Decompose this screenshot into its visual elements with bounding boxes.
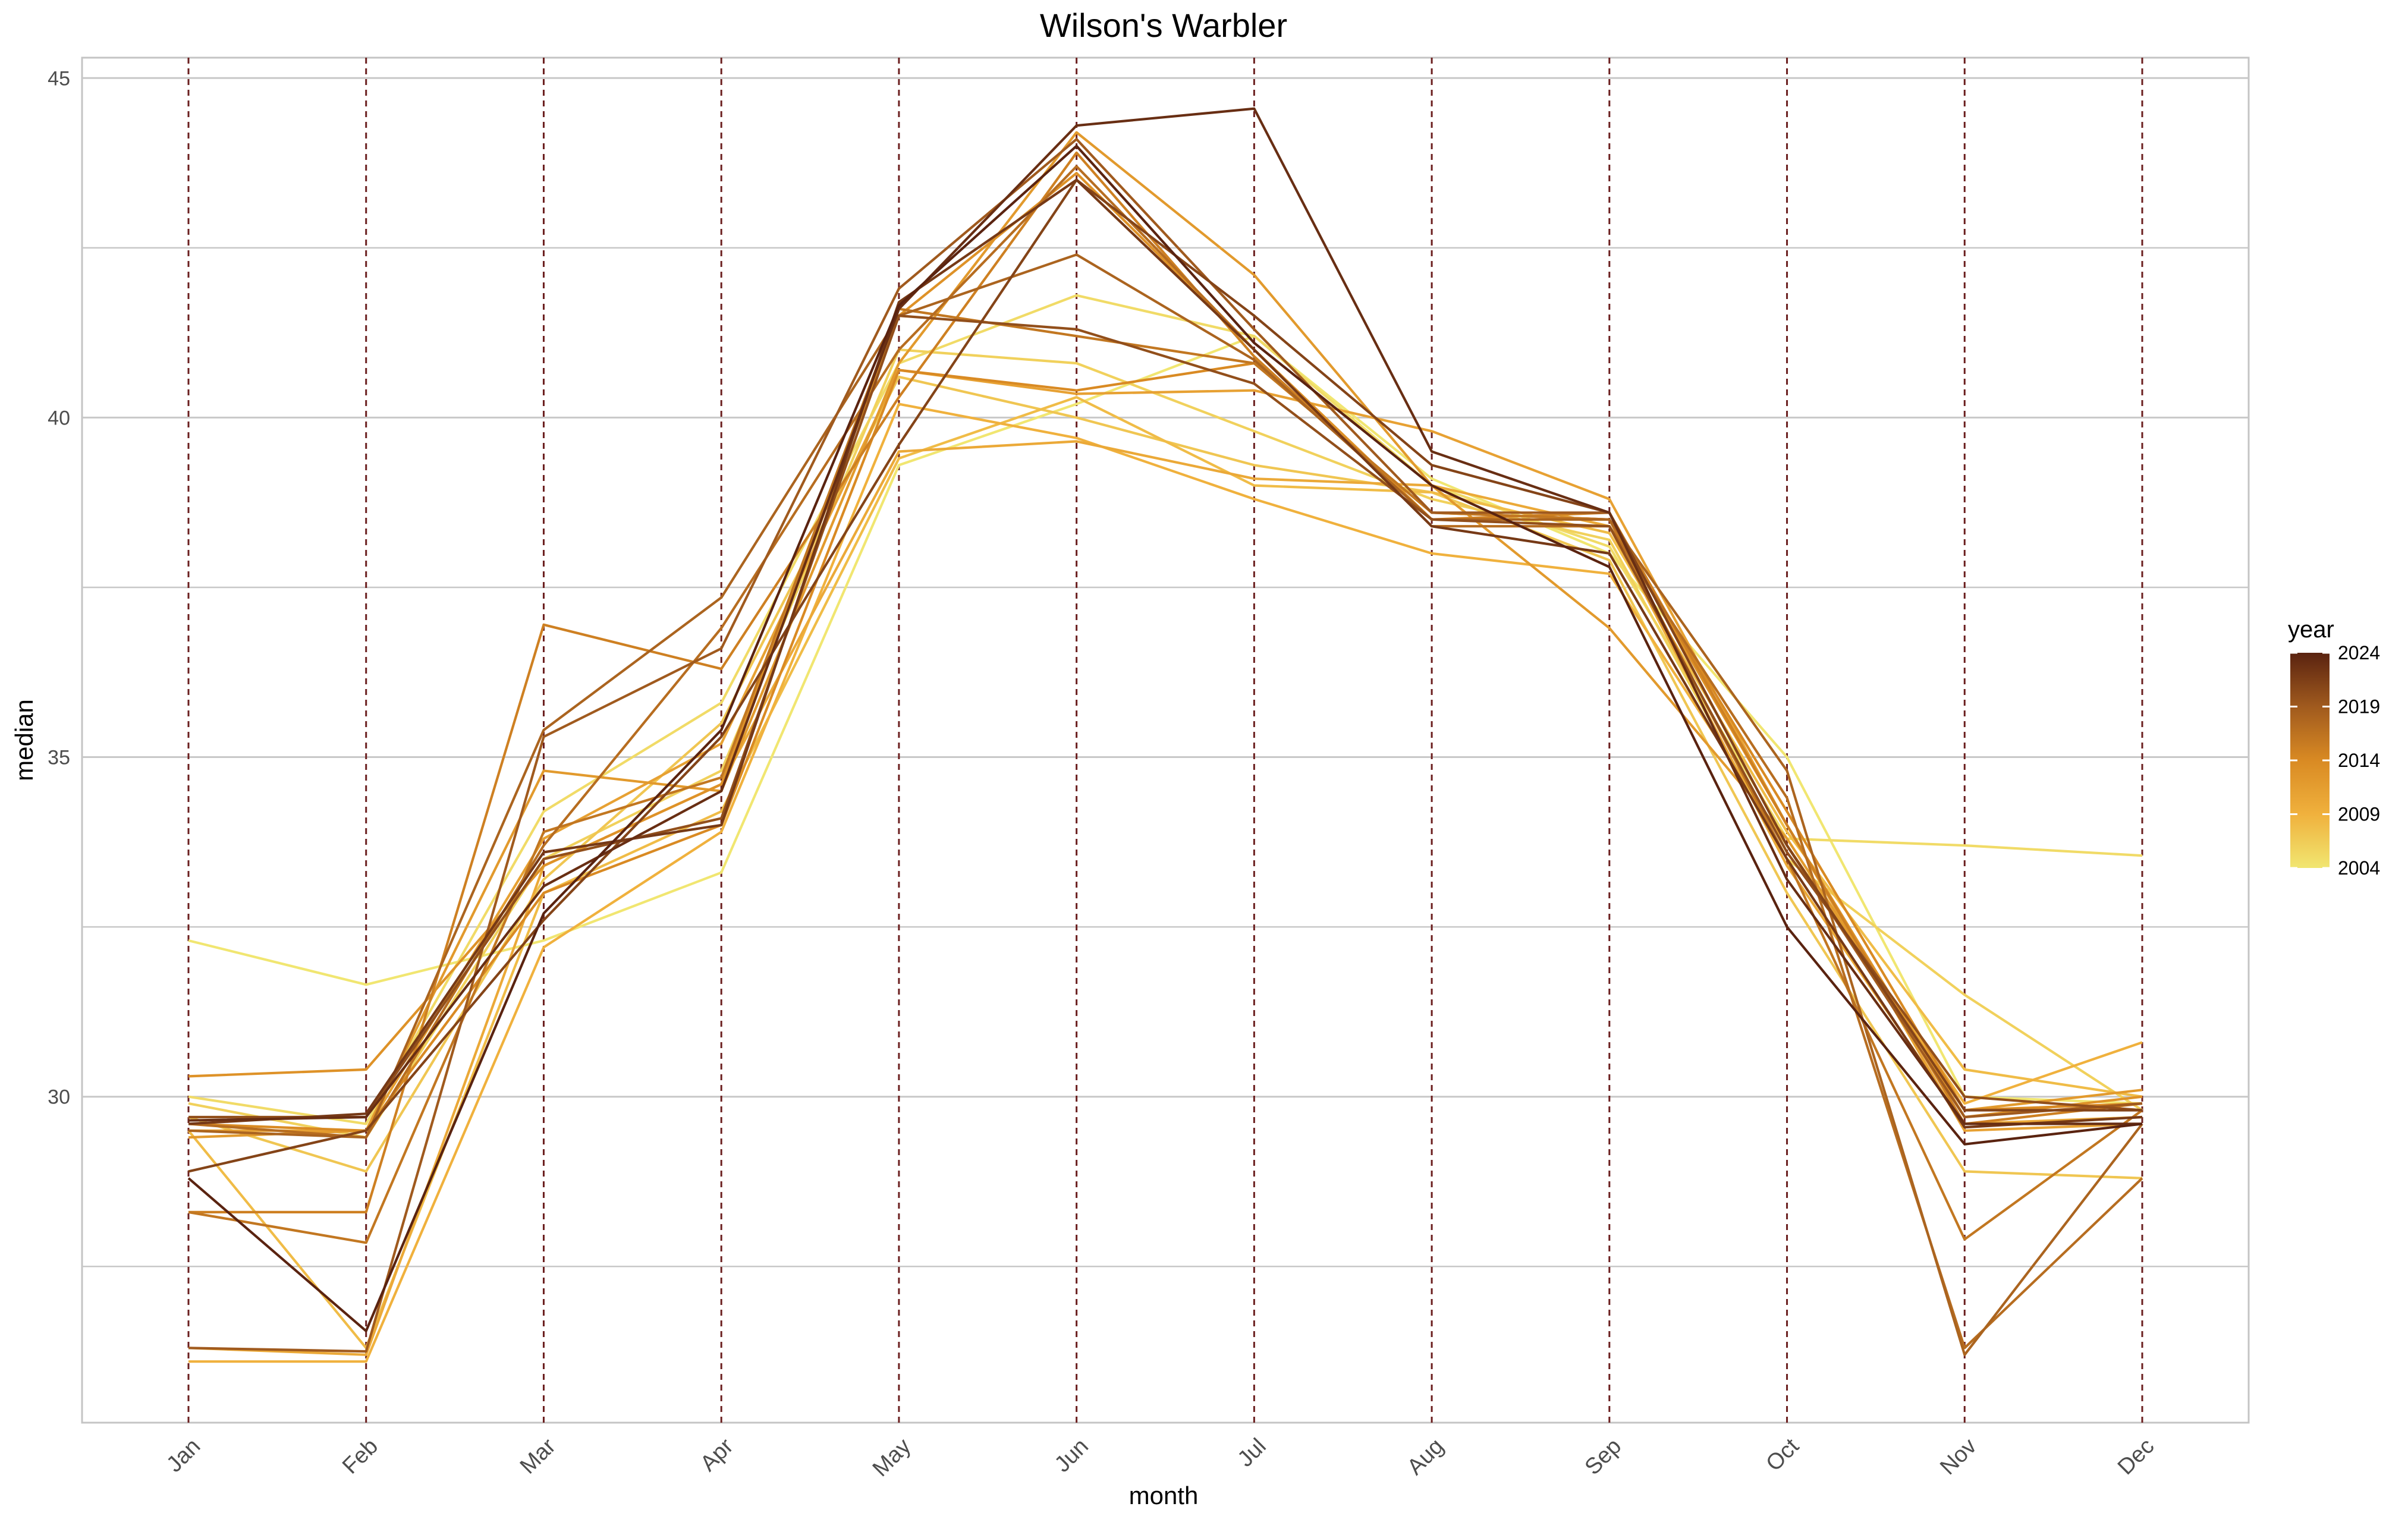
legend-tick-label: 2004 [2338,857,2380,879]
series-line-2023 [188,107,2142,1125]
series-line-2018 [188,253,2143,1356]
series-line-2020 [188,314,2143,1119]
x-tick-label: Dec [2113,1434,2159,1480]
y-tick-label: 45 [48,67,70,90]
chart-title: Wilson's Warbler [1040,7,1287,44]
x-tick-label: Mar [515,1433,561,1479]
y-tick-label: 35 [48,747,70,769]
x-tick-label: Aug [1403,1434,1449,1480]
x-tick-label: Sep [1580,1434,1627,1480]
legend-tick-label: 2019 [2338,696,2380,718]
x-axis-label: month [1129,1482,1199,1509]
y-tick-label: 30 [48,1086,70,1109]
x-tick-label: Jun [1050,1434,1093,1477]
series-line-2005 [188,294,2143,1125]
legend-tick-label: 2009 [2338,804,2380,825]
y-axis-label: median [10,699,38,781]
x-tick-label: Oct [1761,1433,1804,1476]
legend-tick-label: 2014 [2338,750,2380,771]
x-tick-label: Feb [338,1434,383,1479]
x-tick-label: Jan [162,1434,205,1477]
month-divider-lines [187,58,2143,1423]
legend-ticks: 2024 2019 2014 2009 2004 [2290,642,2380,879]
gridlines [82,77,2249,1267]
series-line-2021 [188,178,2142,1173]
legend: year 2024 2019 2014 2009 2004 [2288,617,2380,879]
series-line-2024 [187,144,2143,1332]
series-line-2022 [188,178,2143,1129]
y-tick-label: 40 [48,407,70,429]
plot-panel [81,56,2250,1424]
legend-title: year [2288,617,2334,643]
series-line-2010 [188,440,2143,1356]
series-line-2014 [188,361,2143,1132]
x-axis-ticks: Jan Feb Mar Apr May Jun Jul Aug Sep Oct Nov Dec [162,1433,2159,1482]
series-line-2012 [188,131,2143,1139]
x-tick-label: May [868,1434,916,1482]
y-axis-ticks: 30 35 40 45 [48,67,70,1108]
series-line-2015 [188,151,2143,1214]
series-lines [187,107,2143,1363]
x-tick-label: Nov [1935,1434,1981,1480]
x-tick-label: Apr [696,1433,738,1476]
x-tick-label: Jul [1233,1434,1271,1472]
legend-tick-label: 2024 [2338,642,2380,663]
